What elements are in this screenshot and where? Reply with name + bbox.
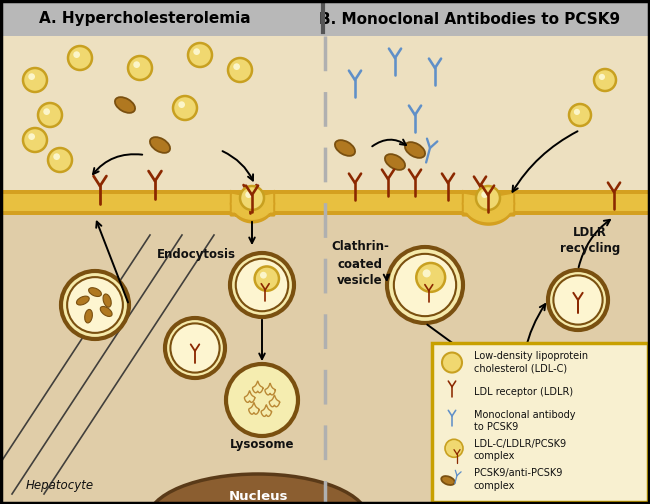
Circle shape [553, 275, 603, 325]
Circle shape [170, 324, 220, 372]
FancyBboxPatch shape [0, 215, 650, 504]
Text: A. Hypercholesterolemia: A. Hypercholesterolemia [39, 12, 251, 27]
Text: B. Monoclonal Antibodies to PCSK9: B. Monoclonal Antibodies to PCSK9 [319, 12, 621, 27]
Text: Low-density lipoprotein
cholesterol (LDL-C): Low-density lipoprotein cholesterol (LDL… [474, 351, 588, 374]
Circle shape [468, 406, 484, 422]
Ellipse shape [77, 296, 89, 305]
Circle shape [442, 352, 462, 372]
Circle shape [61, 271, 129, 339]
Circle shape [23, 128, 47, 152]
Circle shape [173, 96, 197, 120]
Circle shape [73, 51, 80, 58]
Circle shape [29, 73, 35, 80]
Circle shape [495, 397, 511, 413]
Circle shape [260, 272, 266, 279]
Circle shape [53, 153, 60, 160]
Circle shape [68, 46, 92, 70]
Circle shape [485, 383, 500, 399]
Text: Clathrin-
coated
vesicle: Clathrin- coated vesicle [331, 240, 389, 287]
Text: PCSK9/anti-PCSK9
complex: PCSK9/anti-PCSK9 complex [474, 468, 562, 491]
Ellipse shape [115, 97, 135, 113]
Circle shape [236, 259, 288, 311]
Circle shape [48, 148, 72, 172]
Circle shape [228, 58, 252, 82]
Circle shape [471, 392, 476, 396]
Ellipse shape [441, 476, 455, 485]
Ellipse shape [405, 142, 425, 158]
Circle shape [387, 247, 463, 323]
Circle shape [468, 388, 484, 404]
Ellipse shape [84, 309, 92, 323]
Circle shape [193, 48, 200, 55]
Text: LDL receptor (LDLR): LDL receptor (LDLR) [474, 387, 573, 397]
Circle shape [599, 74, 605, 80]
Circle shape [178, 101, 185, 108]
Circle shape [499, 401, 503, 405]
Circle shape [233, 64, 240, 70]
Circle shape [476, 186, 500, 210]
Circle shape [485, 411, 500, 427]
Circle shape [29, 133, 35, 140]
Text: LDLR
recycling: LDLR recycling [560, 226, 620, 255]
Ellipse shape [100, 306, 112, 317]
Circle shape [44, 108, 50, 115]
Circle shape [488, 415, 493, 419]
FancyBboxPatch shape [0, 190, 650, 215]
Circle shape [548, 270, 608, 330]
Circle shape [230, 253, 294, 317]
Circle shape [458, 375, 517, 434]
Ellipse shape [148, 474, 368, 504]
Circle shape [394, 254, 456, 316]
Circle shape [445, 439, 463, 457]
Circle shape [416, 263, 445, 292]
Circle shape [488, 386, 493, 391]
Text: Hepatocyte: Hepatocyte [26, 479, 94, 492]
FancyBboxPatch shape [0, 0, 650, 36]
Text: Lysosome: Lysosome [229, 438, 294, 451]
Circle shape [481, 192, 488, 198]
Circle shape [133, 61, 140, 68]
Circle shape [38, 103, 62, 127]
Circle shape [594, 69, 616, 91]
Text: Nucleus: Nucleus [228, 489, 288, 502]
Circle shape [67, 277, 123, 333]
Ellipse shape [385, 154, 405, 170]
Circle shape [240, 186, 264, 210]
Circle shape [255, 267, 279, 291]
Circle shape [226, 364, 298, 436]
Text: Endocytosis: Endocytosis [157, 248, 235, 261]
Ellipse shape [335, 140, 355, 156]
Circle shape [128, 56, 152, 80]
Circle shape [23, 68, 47, 92]
Text: LDL-C/LDLR/PCSK9
complex: LDL-C/LDLR/PCSK9 complex [474, 439, 566, 462]
Ellipse shape [103, 294, 111, 307]
Ellipse shape [150, 137, 170, 153]
Circle shape [422, 269, 431, 277]
Circle shape [188, 43, 212, 67]
Circle shape [165, 318, 225, 378]
Ellipse shape [88, 288, 101, 296]
Circle shape [471, 409, 476, 414]
Circle shape [245, 192, 252, 198]
Text: Monoclonal antibody
to PCSK9: Monoclonal antibody to PCSK9 [474, 410, 575, 432]
Circle shape [569, 104, 591, 126]
Circle shape [452, 369, 524, 441]
FancyBboxPatch shape [432, 343, 648, 502]
Circle shape [574, 109, 580, 115]
Text: Lysosome: Lysosome [456, 443, 520, 456]
FancyBboxPatch shape [0, 194, 650, 211]
